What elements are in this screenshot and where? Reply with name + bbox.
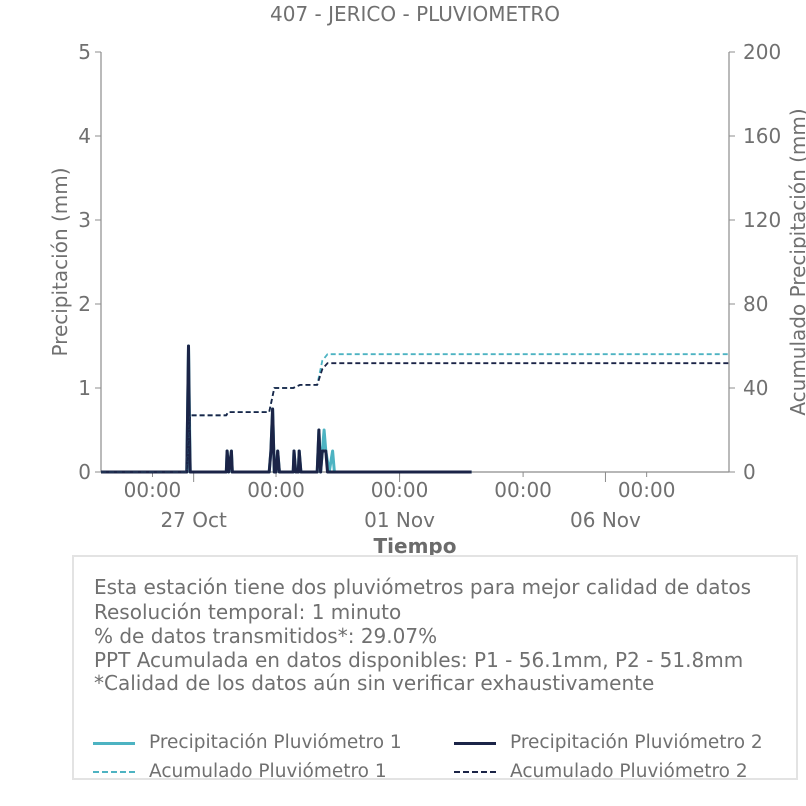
x-axis-title: Tiempo: [374, 534, 457, 558]
legend-label: Acumulado Pluviómetro 1: [149, 761, 387, 782]
x-date-label: 27 Oct: [160, 508, 227, 532]
info-line: PPT Acumulada en datos disponibles: P1 -…: [94, 648, 744, 672]
series-line-3: [101, 353, 729, 473]
y-right-tick-label: 0: [743, 460, 756, 484]
y-left-tick-label: 5: [78, 40, 91, 64]
x-date-label: 01 Nov: [364, 508, 435, 532]
series-line-1: [101, 344, 472, 474]
y-axis-left-title: Precipitación (mm): [48, 167, 72, 356]
y-left-tick-label: 1: [78, 376, 91, 400]
x-date-label: 06 Nov: [570, 508, 641, 532]
chart-axes: 0 1 2 3 4 5 0 40 80 120 160 200 00:00 00:00 00:00 00:00…: [78, 40, 781, 532]
y-left-tick-label: 3: [78, 208, 91, 232]
y-right-tick-label: 160: [743, 124, 781, 148]
x-tick-label: 00:00: [494, 478, 552, 502]
y-left-tick-label: 4: [78, 124, 91, 148]
x-tick-label: 00:00: [618, 478, 676, 502]
info-line: Resolución temporal: 1 minuto: [94, 600, 402, 624]
info-line: Esta estación tiene dos pluviómetros par…: [94, 575, 752, 599]
info-line: % de datos transmitidos*: 29.07%: [94, 624, 438, 648]
legend-label: Precipitación Pluviómetro 1: [149, 732, 402, 753]
y-right-tick-label: 40: [743, 376, 768, 400]
y-left-tick-label: 2: [78, 292, 91, 316]
series-line-2: [101, 344, 472, 474]
y-left-tick-label: 0: [78, 460, 91, 484]
legend-label: Acumulado Pluviómetro 2: [510, 761, 748, 782]
y-right-tick-label: 80: [743, 292, 768, 316]
plot-area: [101, 344, 729, 474]
legend-swatch: [93, 742, 135, 745]
chart-title: 407 - JERICO - PLUVIOMETRO: [270, 2, 560, 26]
legend-swatch: [93, 771, 135, 773]
y-right-tick-label: 120: [743, 208, 781, 232]
y-right-tick-label: 200: [743, 40, 781, 64]
legend-swatch: [454, 742, 496, 745]
x-tick-label: 00:00: [124, 478, 182, 502]
y-axis-right-title: Acumulado Precipitación (mm): [786, 108, 806, 415]
series-line-4: [101, 362, 729, 473]
x-tick-label: 00:00: [247, 478, 305, 502]
info-box: Esta estación tiene dos pluviómetros par…: [72, 555, 798, 782]
legend-swatch: [454, 771, 496, 773]
info-line: *Calidad de los datos aún sin verificar …: [94, 671, 655, 695]
legend-label: Precipitación Pluviómetro 2: [510, 732, 763, 753]
